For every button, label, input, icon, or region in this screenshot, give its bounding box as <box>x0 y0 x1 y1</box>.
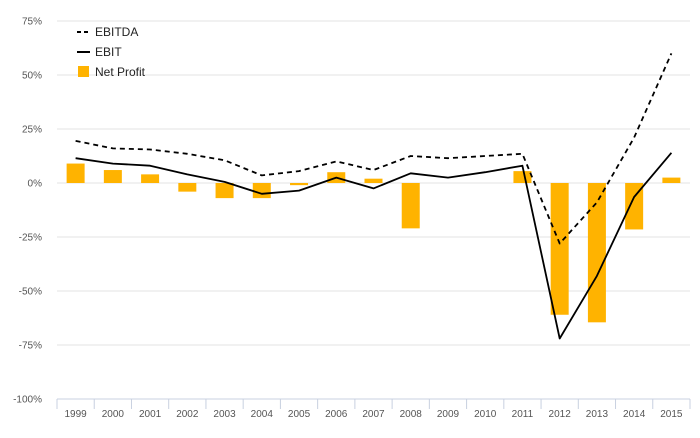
net-profit-bar-2003 <box>215 183 234 199</box>
legend-label: EBIT <box>95 45 122 59</box>
net-profit-bar-2005 <box>290 183 309 186</box>
y-tick-label: -25% <box>19 233 42 244</box>
x-tick-label: 2008 <box>400 409 423 420</box>
x-tick-label: 2011 <box>512 409 534 420</box>
x-tick-label: 2004 <box>251 409 274 420</box>
x-tick-label: 2010 <box>474 409 497 420</box>
y-tick-label: 0% <box>28 179 43 190</box>
legend-label: Net Profit <box>95 65 146 79</box>
net-profit-bar-2015 <box>662 177 681 183</box>
legend-item-net-profit[interactable]: Net Profit <box>78 65 146 79</box>
x-tick-label: 2013 <box>586 409 609 420</box>
x-axis: 1999 2000 2001 2002 2003 2004 2005 2006 2007 2008… <box>56 398 691 420</box>
y-axis-ticks: 75% 50% 25% 0% -25% -50% -75% -100% <box>13 17 42 406</box>
y-tick-label: -50% <box>19 287 42 298</box>
net-profit-bar-2014 <box>625 183 644 230</box>
legend: EBITDA EBIT Net Profit <box>77 25 146 79</box>
gridlines <box>57 20 690 346</box>
y-tick-label: 75% <box>22 17 42 28</box>
y-tick-label: 25% <box>22 125 42 136</box>
x-tick-label: 2003 <box>213 409 236 420</box>
legend-item-ebit[interactable]: EBIT <box>77 45 122 59</box>
line-series <box>75 53 673 340</box>
net-profit-bar-1999 <box>66 163 85 183</box>
net-profit-bar-2008 <box>401 183 420 229</box>
legend-label: EBITDA <box>95 25 138 39</box>
x-tick-label: 2000 <box>102 409 125 420</box>
y-tick-label: -100% <box>13 395 42 406</box>
y-tick-label: 50% <box>22 71 42 82</box>
x-tick-label: 2002 <box>176 409 199 420</box>
net-profit-bar-2011 <box>513 171 532 183</box>
x-tick-label: 2006 <box>325 409 348 420</box>
x-tick-label: 2001 <box>139 409 162 420</box>
x-tick-label: 2015 <box>660 409 683 420</box>
net-profit-bar-2001 <box>141 174 160 183</box>
net-profit-bar-2013 <box>587 183 606 323</box>
net-profit-bar-2007 <box>364 178 383 183</box>
net-profit-bars <box>66 163 681 323</box>
x-tick-label: 2012 <box>549 409 572 420</box>
x-tick-label: 2014 <box>623 409 646 420</box>
x-tick-label: 2007 <box>362 409 385 420</box>
net-profit-bar-2000 <box>103 170 122 183</box>
x-tick-label: 1999 <box>64 409 87 420</box>
x-tick-label: 2005 <box>288 409 311 420</box>
net-profit-bar-2004 <box>252 183 271 199</box>
x-tick-label: 2009 <box>437 409 460 420</box>
legend-swatch <box>78 66 89 77</box>
ebitda-line <box>75 53 673 245</box>
y-tick-label: -75% <box>19 341 42 352</box>
legend-item-ebitda[interactable]: EBITDA <box>77 25 138 39</box>
net-profit-bar-2002 <box>178 183 197 192</box>
ebit-line <box>75 152 673 340</box>
net-profit-bar-2012 <box>550 183 569 315</box>
